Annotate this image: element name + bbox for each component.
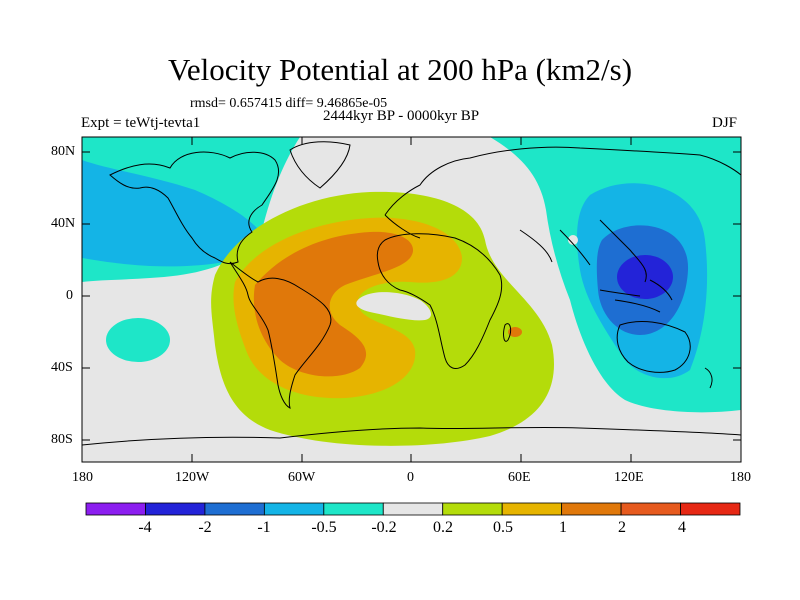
lon-label-60e: 60E [508, 470, 531, 485]
colorbar-swatch [382, 502, 444, 516]
colorbar-label: 1 [559, 519, 567, 536]
colorbar-swatch [204, 502, 265, 516]
field-neg02-southpacific [106, 318, 170, 362]
colorbar-label: 4 [678, 519, 686, 536]
coast-antarctica [82, 426, 741, 446]
colorbar-swatch [680, 502, 741, 516]
season-label: DJF [712, 115, 738, 131]
coast-eurasia [384, 146, 741, 283]
coast-indonesia [599, 279, 673, 313]
coast-madagascar [503, 323, 512, 342]
lon-label-180-left: 180 [72, 470, 93, 485]
colorbar-label: 2 [618, 519, 626, 536]
colorbar-swatch [145, 502, 206, 516]
coast-greenland [289, 141, 351, 189]
coastlines [82, 141, 741, 446]
colorbar-label: 0.2 [433, 519, 453, 536]
field-neutral-atlantic [356, 292, 432, 321]
coast-africa [376, 233, 503, 369]
lon-label-180-right: 180 [730, 470, 751, 485]
colorbar-swatch [323, 502, 384, 516]
colorbar-swatch [85, 502, 146, 516]
colorbar-label: -4 [138, 519, 152, 536]
lon-label-0: 0 [407, 470, 414, 485]
coast-australia [616, 320, 691, 373]
lon-label-120e: 120E [614, 470, 644, 485]
lon-label-120w: 120W [175, 470, 210, 485]
colorbar-label: -1 [257, 519, 271, 536]
lat-ticks [82, 151, 741, 441]
plot-title: Velocity Potential at 200 hPa (km2/s) [167, 52, 633, 87]
lat-label-40n: 40N [51, 216, 76, 231]
velocity-potential-field [82, 137, 741, 462]
colorbar-label: -2 [198, 519, 212, 536]
experiment-label: Expt = teWtj-tevta1 [81, 115, 201, 131]
colorbar-label: -0.2 [371, 519, 397, 536]
colorbar-swatch [442, 502, 503, 516]
period-label: 2444kyr BP - 0000kyr BP [323, 108, 480, 124]
field-pos1 [253, 231, 414, 377]
field-neg2-east [617, 255, 673, 299]
colorbar-label: 0.5 [493, 519, 513, 536]
field-pos1-small [508, 327, 522, 337]
lat-label-80n: 80N [51, 144, 76, 159]
field-neutral-hole [568, 235, 578, 245]
stats-line: rmsd= 0.657415 diff= 9.46865e-05 [190, 96, 388, 111]
coast-south-america [229, 261, 332, 409]
coast-north-america [109, 151, 280, 265]
coast-new-zealand [704, 367, 713, 389]
lon-label-60w: 60W [288, 470, 316, 485]
lat-label-0: 0 [66, 288, 73, 303]
lon-ticks [81, 137, 742, 462]
colorbar-swatch [620, 502, 681, 516]
colorbar-swatch [501, 502, 563, 516]
colorbar-swatch [561, 502, 622, 516]
colorbar-label: -0.5 [311, 519, 337, 536]
colorbar-swatch [263, 502, 325, 516]
lat-label-80s: 80S [51, 432, 73, 447]
lat-label-40s: 40S [51, 360, 73, 375]
colorbar [85, 502, 741, 516]
